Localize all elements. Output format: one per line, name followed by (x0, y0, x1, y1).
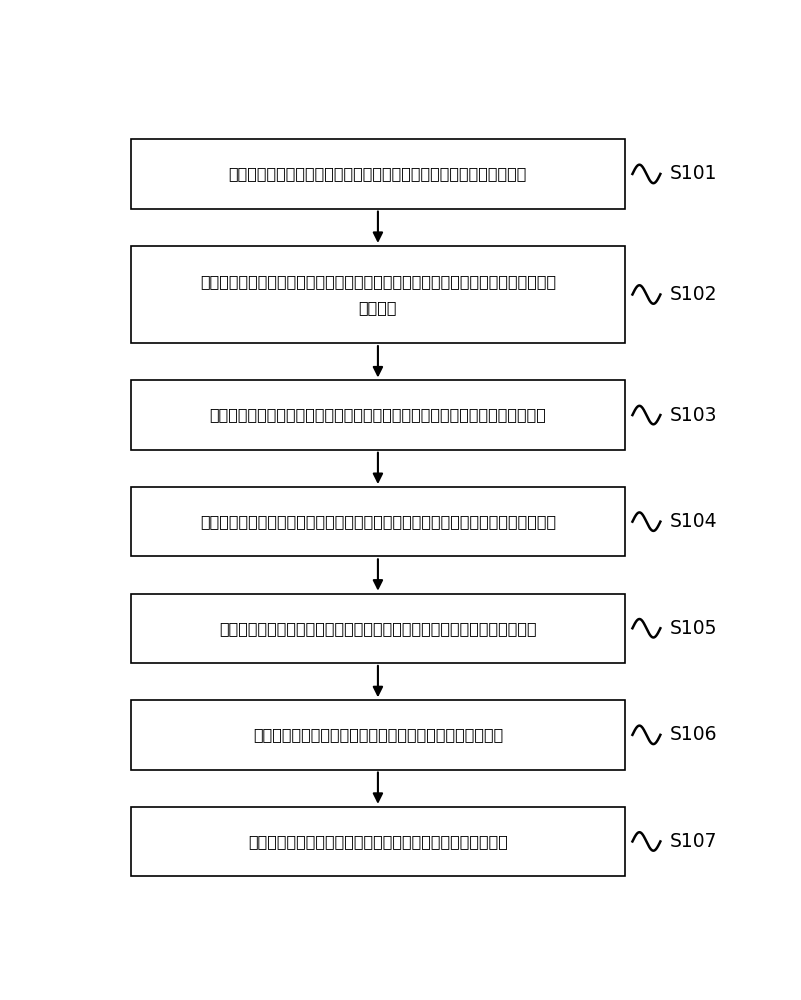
FancyBboxPatch shape (131, 807, 625, 876)
Text: S103: S103 (670, 406, 718, 425)
Text: 在动作库中查询动目标的类型的目标运动类型，并绑定目标运动类型对应的目标算法: 在动作库中查询动目标的类型的目标运动类型，并绑定目标运动类型对应的目标算法 (200, 514, 556, 529)
FancyBboxPatch shape (131, 700, 625, 770)
FancyBboxPatch shape (131, 487, 625, 556)
FancyBboxPatch shape (131, 594, 625, 663)
Text: 应用设定动目标检测算法提取动目标的图像特征，根据图像特征确定与动目标匹配的: 应用设定动目标检测算法提取动目标的图像特征，根据图像特征确定与动目标匹配的 (200, 274, 556, 289)
FancyBboxPatch shape (131, 139, 625, 209)
FancyBboxPatch shape (131, 246, 625, 343)
Text: S104: S104 (670, 512, 718, 531)
Text: S101: S101 (670, 164, 718, 183)
FancyBboxPatch shape (131, 380, 625, 450)
Text: 识别目标模型的类别，应有预先训练的卷积神经网络模型算法确定动目标的类型: 识别目标模型的类别，应有预先训练的卷积神经网络模型算法确定动目标的类型 (210, 408, 546, 423)
Text: 根据动目标的碰撞体积和目标算法，规划动目标的运动轨迹: 根据动目标的碰撞体积和目标算法，规划动目标的运动轨迹 (253, 727, 503, 742)
Text: 确定设定时间段内的全部动目标的运动轨迹，以实现沙盘推演: 确定设定时间段内的全部动目标的运动轨迹，以实现沙盘推演 (248, 834, 508, 849)
Text: S102: S102 (670, 285, 718, 304)
Text: S107: S107 (670, 832, 718, 851)
Text: 根据待模拟的现实场景中的模型运动类型和动作数据生成场景视频动画: 根据待模拟的现实场景中的模型运动类型和动作数据生成场景视频动画 (229, 166, 527, 181)
Text: S106: S106 (670, 725, 718, 744)
Text: 目标模型: 目标模型 (359, 300, 397, 315)
Text: 统计场景中绑定对应算法的动目标和未绑定对应算法的动目标，以更新场景: 统计场景中绑定对应算法的动目标和未绑定对应算法的动目标，以更新场景 (219, 621, 537, 636)
Text: S105: S105 (670, 619, 718, 638)
